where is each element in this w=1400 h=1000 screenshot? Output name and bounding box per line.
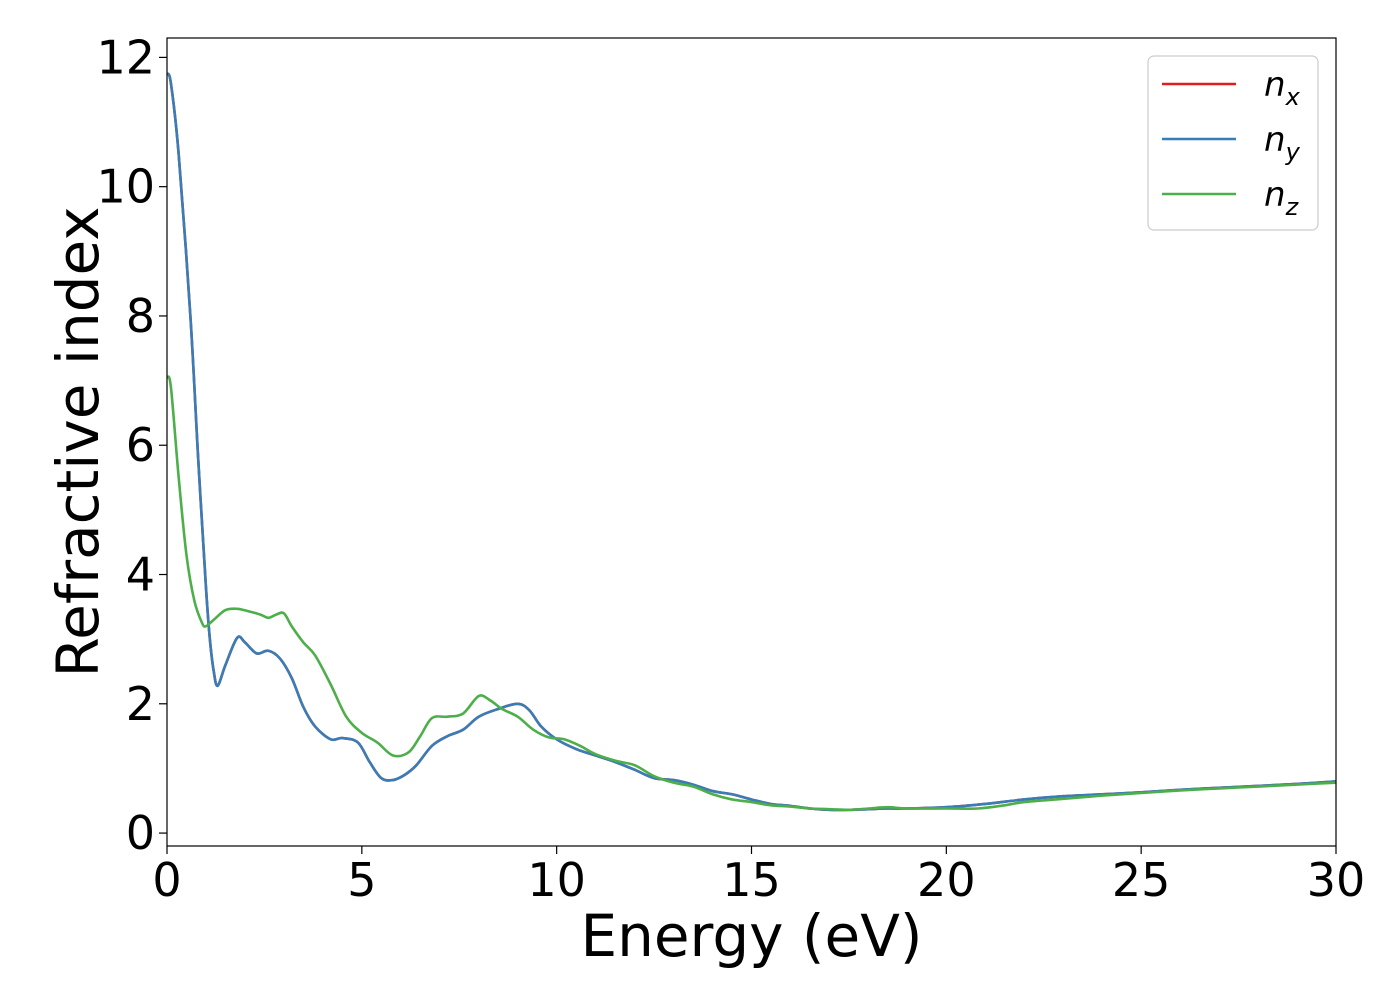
x-tick-label: 0 — [152, 853, 181, 907]
x-tick-label: 10 — [527, 853, 586, 907]
x-tick-label: 5 — [347, 853, 376, 907]
legend-label-nx: nx — [1264, 65, 1301, 111]
series-lines — [167, 72, 1336, 812]
y-tick-label: 0 — [126, 806, 155, 860]
series-line-nz — [167, 375, 1336, 812]
y-axis-label: Refractive index — [44, 206, 112, 677]
y-tick-label: 2 — [126, 677, 155, 731]
x-axis-label: Energy (eV) — [580, 902, 922, 970]
y-tick-label: 4 — [126, 548, 155, 602]
legend-label-nz: nz — [1264, 175, 1300, 221]
axis-ticks: 0 5 10 15 20 25 30 0 2 4 6 8 10 12 — [96, 30, 1365, 907]
y-tick-label: 6 — [126, 418, 155, 472]
x-tick-label: 30 — [1307, 853, 1366, 907]
x-tick-label: 20 — [917, 853, 976, 907]
x-tick-label: 15 — [722, 853, 781, 907]
y-tick-label: 12 — [96, 30, 155, 84]
x-tick-label: 25 — [1112, 853, 1171, 907]
y-tick-label: 10 — [96, 160, 155, 214]
legend-box — [1147, 55, 1319, 231]
legend: nx ny nz — [1147, 55, 1319, 231]
y-tick-label: 8 — [126, 289, 155, 343]
legend-label-ny: ny — [1264, 120, 1301, 166]
